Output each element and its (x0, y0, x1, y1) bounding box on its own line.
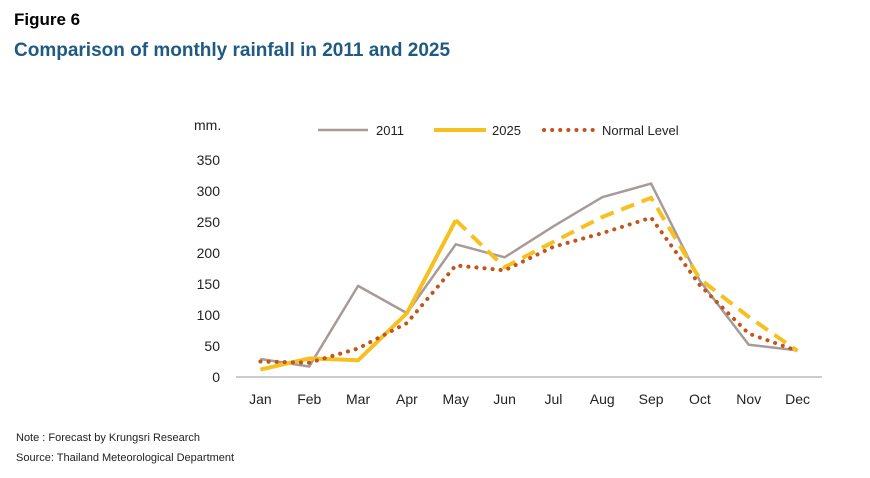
x-tick-label: Sep (639, 391, 664, 407)
x-tick-label: Aug (590, 391, 615, 407)
series-line-2025-forecast (454, 195, 799, 353)
x-tick-label: Feb (297, 391, 321, 407)
x-tick-label: Dec (785, 391, 810, 407)
x-tick-label: Apr (396, 391, 418, 407)
x-tick-label: Jun (493, 391, 516, 407)
y-axis-label: mm. (194, 117, 221, 133)
legend-label: 2011 (376, 123, 404, 138)
series-line-normal-level (258, 215, 800, 365)
y-tick-label: 150 (197, 276, 221, 292)
x-tick-label: May (443, 391, 469, 407)
source-note: Source: Thailand Meteorological Departme… (16, 452, 235, 464)
y-tick-label: 350 (197, 152, 221, 168)
x-tick-label: Oct (689, 391, 711, 407)
x-tick-label: Nov (736, 391, 761, 407)
y-tick-label: 0 (212, 369, 220, 385)
y-tick-label: 50 (204, 338, 220, 354)
legend-label: 2025 (492, 123, 521, 138)
x-tick-label: Jul (544, 391, 562, 407)
forecast-note: Note : Forecast by Krungsri Research (16, 432, 201, 444)
figure-label: Figure 6 (14, 10, 81, 29)
legend-label: Normal Level (602, 123, 679, 138)
y-tick-label: 300 (197, 183, 221, 199)
series-line-2025-actual (259, 219, 458, 372)
series-line-2011 (260, 182, 798, 368)
x-tick-label: Mar (346, 391, 370, 407)
y-tick-label: 200 (197, 245, 221, 261)
x-tick-label: Jan (249, 391, 272, 407)
y-tick-label: 100 (197, 307, 221, 323)
y-tick-label: 250 (197, 214, 221, 230)
chart-title: Comparison of monthly rainfall in 2011 a… (14, 40, 451, 61)
